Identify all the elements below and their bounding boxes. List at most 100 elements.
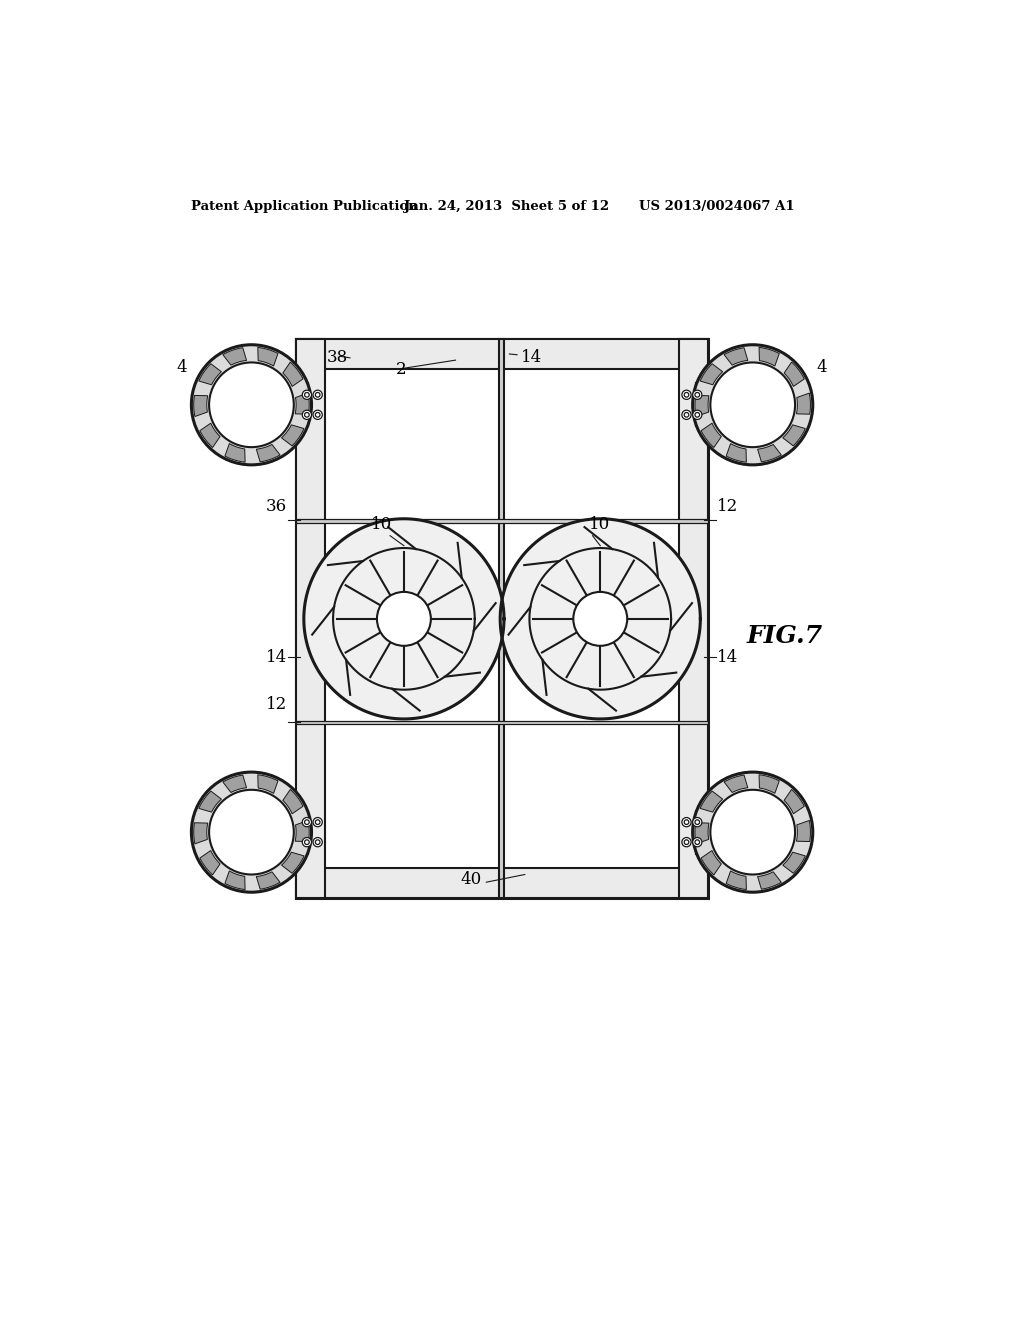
- Circle shape: [711, 363, 795, 447]
- Text: Patent Application Publication: Patent Application Publication: [190, 201, 418, 214]
- Circle shape: [682, 391, 691, 400]
- Circle shape: [315, 392, 319, 397]
- Polygon shape: [782, 425, 805, 446]
- Circle shape: [692, 391, 701, 400]
- Circle shape: [377, 591, 431, 645]
- Polygon shape: [223, 347, 247, 366]
- Circle shape: [304, 840, 309, 845]
- Polygon shape: [701, 424, 721, 447]
- Circle shape: [682, 837, 691, 847]
- Circle shape: [304, 519, 504, 719]
- Circle shape: [692, 772, 813, 892]
- Polygon shape: [283, 362, 303, 387]
- Circle shape: [684, 840, 689, 845]
- Polygon shape: [225, 444, 245, 462]
- Polygon shape: [759, 347, 779, 366]
- Polygon shape: [724, 775, 748, 792]
- Polygon shape: [256, 445, 280, 462]
- Polygon shape: [700, 791, 723, 812]
- Circle shape: [313, 817, 323, 826]
- Text: 2: 2: [396, 360, 407, 378]
- Circle shape: [695, 820, 699, 825]
- Circle shape: [692, 411, 701, 420]
- Polygon shape: [283, 789, 303, 813]
- Circle shape: [313, 837, 323, 847]
- Text: 36: 36: [266, 498, 287, 515]
- Polygon shape: [200, 424, 220, 447]
- Text: Jan. 24, 2013  Sheet 5 of 12: Jan. 24, 2013 Sheet 5 of 12: [403, 201, 609, 214]
- Polygon shape: [256, 871, 280, 890]
- Circle shape: [692, 837, 701, 847]
- Text: 38: 38: [327, 348, 348, 366]
- Polygon shape: [797, 821, 810, 842]
- Polygon shape: [758, 871, 781, 890]
- Bar: [500, 339, 504, 898]
- Polygon shape: [199, 791, 221, 812]
- Polygon shape: [258, 347, 278, 366]
- Polygon shape: [258, 775, 278, 793]
- Text: FIG.7: FIG.7: [746, 624, 822, 648]
- Text: 10: 10: [589, 516, 610, 533]
- Polygon shape: [758, 445, 781, 462]
- Polygon shape: [724, 347, 748, 366]
- Polygon shape: [223, 775, 247, 792]
- Polygon shape: [295, 821, 309, 842]
- Polygon shape: [199, 364, 221, 384]
- Circle shape: [304, 413, 309, 417]
- Circle shape: [209, 789, 294, 874]
- Circle shape: [695, 392, 699, 397]
- Text: 12: 12: [265, 696, 287, 713]
- Polygon shape: [295, 393, 309, 414]
- Bar: [695, 383, 708, 426]
- Circle shape: [313, 411, 323, 420]
- Polygon shape: [194, 396, 208, 417]
- Bar: [296, 339, 326, 898]
- Polygon shape: [225, 871, 245, 890]
- Circle shape: [313, 391, 323, 400]
- Bar: [296, 383, 308, 426]
- Circle shape: [695, 413, 699, 417]
- Polygon shape: [194, 822, 208, 843]
- Circle shape: [302, 817, 311, 826]
- Polygon shape: [701, 850, 721, 875]
- Polygon shape: [695, 822, 709, 843]
- Bar: [296, 721, 708, 725]
- Circle shape: [711, 789, 795, 874]
- Text: 10: 10: [371, 516, 392, 533]
- Circle shape: [302, 391, 311, 400]
- Polygon shape: [759, 775, 779, 793]
- Text: 14: 14: [265, 649, 287, 665]
- Bar: [679, 339, 708, 898]
- Text: 14: 14: [717, 649, 738, 665]
- Text: 40: 40: [460, 871, 481, 888]
- Circle shape: [682, 411, 691, 420]
- Bar: [296, 869, 708, 898]
- Circle shape: [302, 837, 311, 847]
- Polygon shape: [726, 871, 746, 890]
- Circle shape: [573, 591, 628, 645]
- Circle shape: [315, 413, 319, 417]
- Circle shape: [684, 820, 689, 825]
- Polygon shape: [784, 362, 804, 387]
- Text: US 2013/0024067 A1: US 2013/0024067 A1: [639, 201, 795, 214]
- Circle shape: [191, 345, 311, 465]
- Circle shape: [191, 772, 311, 892]
- Polygon shape: [700, 364, 723, 384]
- Bar: [296, 810, 308, 854]
- Text: 4: 4: [816, 359, 827, 376]
- Text: 14: 14: [521, 348, 542, 366]
- Circle shape: [304, 392, 309, 397]
- Polygon shape: [726, 444, 746, 462]
- Polygon shape: [695, 396, 709, 417]
- Circle shape: [695, 840, 699, 845]
- Polygon shape: [784, 789, 804, 813]
- Polygon shape: [200, 850, 220, 875]
- Bar: [695, 810, 708, 854]
- Bar: [296, 519, 708, 523]
- Text: 4: 4: [177, 359, 187, 376]
- Bar: [296, 339, 708, 368]
- Circle shape: [304, 820, 309, 825]
- Polygon shape: [782, 853, 805, 874]
- Circle shape: [684, 392, 689, 397]
- Circle shape: [209, 363, 294, 447]
